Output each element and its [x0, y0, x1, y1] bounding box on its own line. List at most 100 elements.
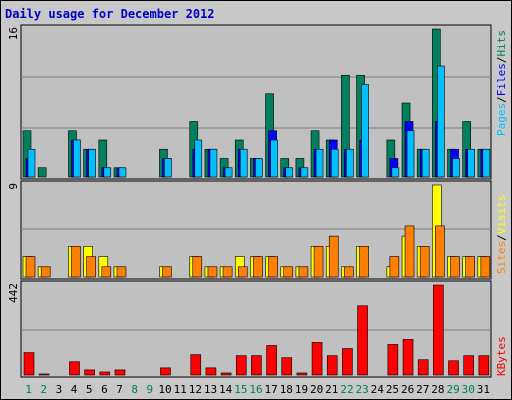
bar-pages-4: [73, 139, 81, 178]
bar-kbytes-19: [296, 372, 308, 376]
bar-sites-12: [192, 256, 203, 278]
bar-kbytes-22: [342, 348, 353, 376]
bar-kbytes-7: [114, 369, 126, 376]
bar-sites-15: [237, 266, 248, 278]
bar-pages-17: [270, 139, 278, 178]
bar-kbytes-31: [478, 355, 490, 376]
x-tick-label: 8: [131, 383, 138, 396]
bar-pages-18: [285, 167, 294, 178]
x-tick-label: 24: [371, 383, 385, 396]
legend-kbytes: KBytes: [495, 336, 508, 376]
bar-sites-19: [298, 266, 309, 278]
bar-pages-25: [391, 167, 400, 178]
x-tick-label: 6: [101, 383, 108, 396]
x-tick-label: 2: [40, 383, 47, 396]
bar-pages-15: [239, 148, 248, 178]
legend-part: Sites: [495, 241, 508, 274]
bar-sites-22: [344, 266, 354, 278]
bar-sites-23: [359, 246, 369, 278]
x-tick-label: 25: [386, 383, 399, 396]
ymax-label-hits-files-pages: 16: [7, 27, 20, 40]
ymax-label-kbytes: 442: [7, 283, 20, 303]
bar-sites-20: [313, 246, 324, 278]
x-tick-label: 4: [71, 383, 78, 396]
bar-kbytes-26: [402, 339, 414, 376]
bar-pages-1: [27, 148, 36, 178]
x-tick-label: 3: [56, 383, 63, 396]
bar-kbytes-28: [433, 284, 444, 376]
bar-pages-20: [315, 148, 324, 178]
x-tick-label: 18: [280, 383, 293, 396]
legend-part: Visits: [495, 195, 508, 235]
x-tick-label: 13: [204, 383, 217, 396]
bar-pages-13: [209, 148, 218, 178]
bar-sites-1: [25, 256, 36, 278]
x-tick-label: 12: [189, 383, 202, 396]
bar-sites-28: [435, 225, 445, 278]
bar-kbytes-29: [448, 360, 459, 376]
x-tick-label: 9: [147, 383, 154, 396]
bar-kbytes-2: [38, 373, 50, 376]
bar-kbytes-4: [69, 361, 80, 376]
bar-pages-5: [88, 148, 96, 178]
bar-sites-4: [71, 246, 81, 278]
bar-sites-10: [162, 266, 172, 278]
bar-pages-6: [103, 167, 112, 178]
x-tick-label: 22: [340, 383, 353, 396]
bar-sites-18: [283, 266, 294, 278]
ymax-label-visits-sites: 9: [7, 183, 20, 190]
legend-pages-files-hits: Pages/Files/Hits: [495, 30, 508, 136]
bar-pages-23: [361, 84, 369, 178]
bar-pages-30: [467, 148, 475, 178]
bar-sites-16: [253, 256, 263, 278]
bar-sites-25: [389, 256, 400, 278]
bar-kbytes-30: [463, 355, 474, 376]
bar-sites-17: [268, 256, 278, 278]
bar-pages-21: [330, 148, 339, 178]
bar-pages-12: [194, 139, 203, 178]
bar-pages-10: [164, 158, 172, 178]
x-tick-label: 19: [295, 383, 308, 396]
x-tick-label: 29: [446, 383, 459, 396]
bar-kbytes-10: [160, 367, 171, 376]
bar-pages-27: [421, 148, 430, 178]
legend-part: /: [495, 57, 508, 64]
legend-sites-visits: Sites/Visits: [495, 195, 508, 275]
bar-pages-14: [224, 167, 233, 178]
bar-kbytes-21: [326, 355, 338, 376]
x-tick-label: 27: [416, 383, 429, 396]
bar-sites-6: [101, 266, 112, 278]
legend-part: KBytes: [495, 336, 508, 376]
x-tick-label: 11: [174, 383, 187, 396]
bar-kbytes-1: [23, 352, 35, 376]
x-tick-label: 26: [401, 383, 414, 396]
x-tick-label: 14: [219, 383, 233, 396]
bar-sites-29: [450, 256, 460, 278]
bar-kbytes-20: [311, 342, 323, 376]
bar-pages-31: [482, 148, 491, 178]
bar-kbytes-27: [417, 359, 429, 376]
x-tick-label: 20: [310, 383, 323, 396]
x-tick-label: 1: [25, 383, 32, 396]
bar-pages-19: [300, 167, 309, 178]
bar-sites-31: [480, 256, 491, 278]
bar-kbytes-16: [251, 355, 262, 376]
bar-sites-13: [207, 266, 218, 278]
bar-sites-26: [404, 225, 415, 278]
x-tick-label: 5: [86, 383, 93, 396]
bar-kbytes-5: [84, 369, 95, 376]
x-tick-label: 21: [325, 383, 338, 396]
bar-kbytes-6: [99, 371, 111, 376]
bar-kbytes-12: [190, 354, 202, 376]
chart-title: Daily usage for December 2012: [5, 7, 215, 21]
bar-kbytes-13: [205, 367, 217, 376]
bar-sites-14: [222, 266, 233, 278]
legend-part: /: [495, 234, 508, 241]
bar-pages-22: [346, 148, 354, 178]
x-tick-label: 16: [249, 383, 262, 396]
bar-kbytes-15: [235, 355, 247, 376]
x-tick-label: 23: [356, 383, 369, 396]
bar-sites-30: [465, 256, 475, 278]
x-tick-label: 28: [431, 383, 444, 396]
